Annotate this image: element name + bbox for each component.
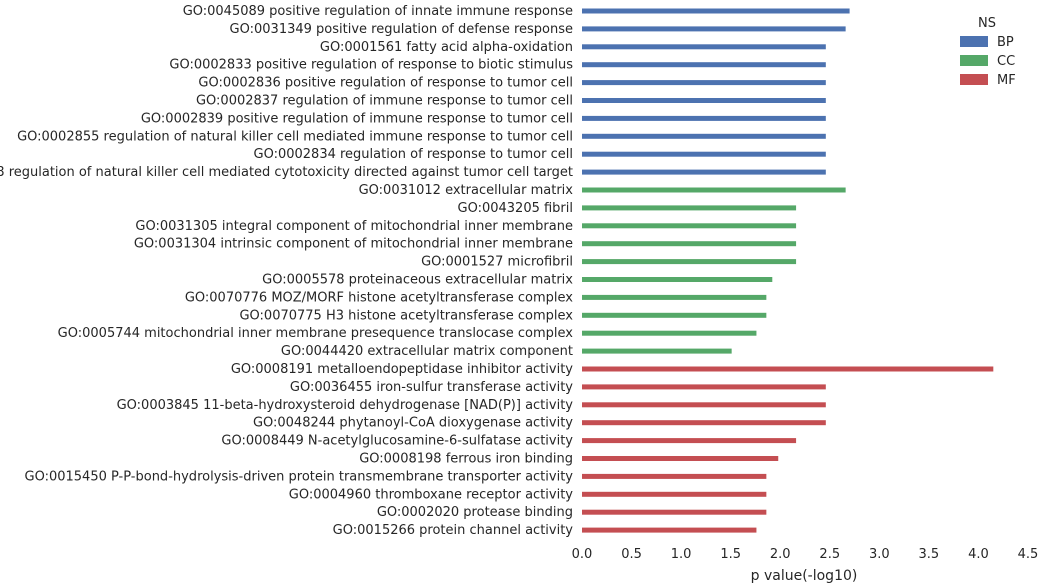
bars	[582, 8, 994, 533]
category-label: GO:0002855 regulation of natural killer …	[17, 129, 573, 144]
bar-mf	[582, 456, 779, 461]
bar-cc	[582, 312, 767, 318]
bar-mf	[582, 509, 767, 515]
category-label: GO:0008449 N-acetylglucosamine-6-sulfata…	[221, 434, 573, 449]
legend-title: NS	[978, 16, 996, 31]
bar-cc	[582, 294, 767, 300]
category-label: GO:0008191 metalloendopeptidase inhibito…	[231, 362, 573, 377]
legend-swatch-mf	[960, 74, 988, 85]
category-label: GO:0002839 positive regulation of immune…	[141, 111, 573, 126]
category-label: GO:0002020 protease binding	[377, 505, 573, 520]
category-label: GO:0002837 regulation of immune response…	[196, 94, 573, 109]
x-axis-ticks: 0.0 0.5 1.0 1.5 2.0 2.5 3.0 3.5 4.0 4.5	[572, 547, 1039, 562]
x-tick-label: 4.5	[1018, 547, 1039, 562]
bar-bp	[582, 98, 826, 103]
bar-cc	[582, 205, 797, 211]
category-label: GO:0002834 regulation of response to tum…	[254, 147, 573, 162]
category-label: GO:0015266 protein channel activity	[333, 523, 574, 538]
bar-bp	[582, 133, 826, 139]
category-label: GO:0043205 fibril	[458, 201, 574, 216]
x-tick-label: 1.5	[720, 547, 741, 562]
bar-cc	[582, 241, 797, 247]
category-label: GO:0036455 iron-sulfur transferase activ…	[290, 380, 573, 395]
category-label: GO:0031012 extracellular matrix	[359, 183, 574, 198]
category-label: GO:0070775 H3 histone acetyltransferase …	[239, 308, 573, 323]
category-label: GO:0008198 ferrous iron binding	[359, 452, 573, 467]
legend-label-cc: CC	[997, 54, 1015, 69]
x-tick-label: 2.0	[770, 547, 791, 562]
bar-cc	[582, 277, 773, 282]
category-label: GO:0004960 thromboxane receptor activity	[289, 487, 574, 502]
x-tick-label: 4.0	[968, 547, 989, 562]
legend-swatch-cc	[960, 55, 988, 66]
legend-label-bp: BP	[997, 35, 1014, 50]
category-label: GO:0002833 positive regulation of respon…	[169, 58, 573, 73]
bar-mf	[582, 527, 757, 533]
category-label: GO:0070776 MOZ/MORF histone acetyltransf…	[185, 290, 573, 305]
category-label: GO:0044420 extracellular matrix componen…	[281, 344, 573, 359]
x-tick-label: 2.5	[819, 547, 840, 562]
category-label: GO:0031349 positive regulation of defens…	[230, 22, 573, 37]
bar-bp	[582, 44, 826, 50]
bar-mf	[582, 384, 826, 390]
x-tick-label: 3.5	[919, 547, 940, 562]
category-label: GO:0048244 phytanoyl-CoA dioxygenase act…	[253, 416, 573, 431]
bar-mf	[582, 473, 767, 479]
bar-cc	[582, 348, 732, 354]
bar-mf	[582, 491, 767, 497]
category-label: GO:0031304 intrinsic component of mitoch…	[134, 237, 573, 252]
x-axis-title: p value(-log10)	[751, 568, 858, 584]
category-label: GO:0005578 proteinaceous extracellular m…	[262, 273, 573, 288]
x-tick-label: 3.0	[869, 547, 890, 562]
category-label: GO:0045089 positive regulation of innate…	[183, 4, 573, 19]
legend-swatch-bp	[960, 36, 988, 47]
category-label: GO:0002836 positive regulation of respon…	[198, 76, 573, 91]
bar-bp	[582, 62, 826, 68]
bar-bp	[582, 115, 826, 121]
bar-mf	[582, 420, 826, 426]
category-label: GO:0015450 P-P-bond-hydrolysis-driven pr…	[25, 469, 574, 484]
bar-mf	[582, 366, 994, 372]
category-label: GO:0001527 microfibril	[421, 255, 573, 270]
bar-bp	[582, 80, 826, 86]
category-labels: GO:0045089 positive regulation of innate…	[0, 4, 573, 538]
bar-cc	[582, 223, 797, 229]
bar-cc	[582, 259, 797, 265]
legend-label-mf: MF	[997, 73, 1016, 88]
bar-bp	[582, 8, 850, 14]
category-label: GO:0001561 fatty acid alpha-oxidation	[320, 40, 573, 55]
category-label: GO:0031305 integral component of mitocho…	[135, 219, 573, 234]
category-label: GO:0003845 11-beta-hydroxysteroid dehydr…	[117, 398, 574, 413]
x-tick-label: 0.5	[621, 547, 642, 562]
bar-mf	[582, 438, 797, 444]
legend: NS BP CC MF	[960, 16, 1016, 88]
bar-mf	[582, 402, 826, 408]
x-tick-label: 0.0	[572, 547, 593, 562]
bar-bp	[582, 151, 826, 157]
category-label: GO:0002858 regulation of natural killer …	[0, 165, 573, 180]
bar-cc	[582, 330, 757, 336]
x-tick-label: 1.0	[671, 547, 692, 562]
bar-bp	[582, 26, 846, 32]
bar-bp	[582, 169, 826, 175]
bar-cc	[582, 187, 846, 193]
category-label: GO:0005744 mitochondrial inner membrane …	[58, 326, 574, 341]
